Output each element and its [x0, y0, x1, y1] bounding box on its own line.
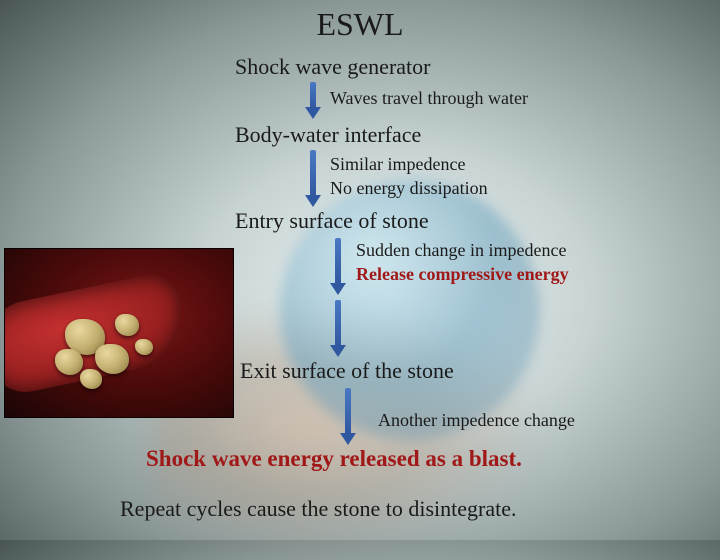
step-entry-surface: Entry surface of stone	[235, 208, 429, 234]
down-arrow-icon	[330, 300, 346, 357]
note-no-dissipation: No energy dissipation	[330, 178, 488, 199]
note-release-compressive: Release compressive energy	[356, 264, 569, 285]
note-similar-impedence: Similar impedence	[330, 154, 465, 175]
step-exit-surface: Exit surface of the stone	[240, 358, 454, 384]
step-body-water-interface: Body-water interface	[235, 122, 421, 148]
note-another-change: Another impedence change	[378, 410, 575, 431]
kidney-stone-image	[4, 248, 234, 418]
step-energy-blast: Shock wave energy released as a blast.	[146, 446, 522, 472]
step-shock-wave-generator: Shock wave generator	[235, 54, 430, 80]
slide-content: ESWL Shock wave generator Waves travel t…	[0, 0, 720, 540]
down-arrow-icon	[340, 388, 356, 445]
note-waves-travel: Waves travel through water	[330, 88, 528, 109]
note-sudden-change: Sudden change in impedence	[356, 240, 566, 261]
stone-fragment	[135, 339, 153, 355]
stone-fragment	[80, 369, 102, 389]
down-arrow-icon	[330, 238, 346, 295]
stone-fragment	[55, 349, 83, 375]
slide-title: ESWL	[0, 6, 720, 43]
down-arrow-icon	[305, 150, 321, 207]
stone-fragment	[95, 344, 129, 374]
step-repeat-cycles: Repeat cycles cause the stone to disinte…	[120, 496, 516, 522]
stone-fragment	[115, 314, 139, 336]
down-arrow-icon	[305, 82, 321, 119]
